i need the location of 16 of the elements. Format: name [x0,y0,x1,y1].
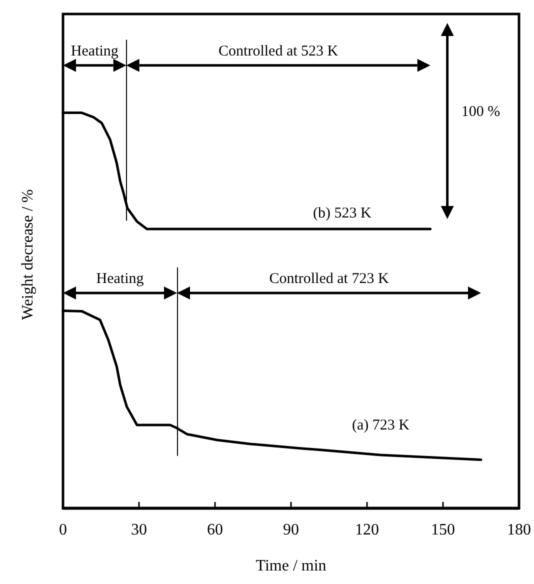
series-label: (b) 523 K [313,205,372,222]
x-tick-label: 180 [507,522,531,538]
annotation: 100 % [461,104,500,120]
series-label: (a) 723 K [352,418,410,434]
annotation: Controlled at 723 K [269,271,389,288]
y-axis-title: Weight decrease / % [20,189,36,320]
x-axis-title: Time / min [256,558,326,574]
x-tick-label: 90 [283,522,299,538]
x-tick-label: 60 [207,522,223,538]
x-tick-label: 120 [355,522,379,538]
x-tick-label: 0 [59,522,67,538]
text: Controlled at 523 K [218,43,338,60]
x-tick-label: 30 [131,522,147,538]
x-tick-label: 150 [431,522,455,538]
text: Heating [70,43,119,60]
annotation: Heating [96,271,144,288]
